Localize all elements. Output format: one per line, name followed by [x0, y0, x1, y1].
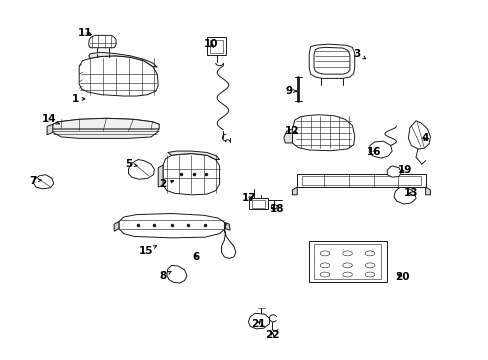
Polygon shape [283, 129, 292, 143]
Text: 8: 8 [159, 271, 171, 281]
Text: 18: 18 [269, 204, 284, 214]
Polygon shape [158, 165, 163, 187]
Polygon shape [386, 166, 401, 177]
Polygon shape [119, 213, 225, 238]
Polygon shape [34, 175, 54, 189]
Text: 15: 15 [139, 246, 156, 256]
Polygon shape [368, 141, 391, 158]
Text: 9: 9 [285, 86, 296, 96]
Text: 16: 16 [366, 148, 380, 157]
Bar [308, 241, 386, 282]
Bar [302, 176, 420, 185]
Polygon shape [248, 313, 269, 329]
Polygon shape [89, 52, 157, 67]
Polygon shape [224, 222, 230, 230]
Polygon shape [292, 115, 354, 151]
Polygon shape [308, 44, 354, 78]
Bar [209, 40, 223, 53]
Polygon shape [53, 118, 159, 138]
Text: 13: 13 [403, 188, 418, 198]
Bar [297, 174, 425, 187]
Polygon shape [407, 121, 429, 149]
Polygon shape [393, 187, 415, 204]
Text: 1: 1 [72, 94, 85, 104]
Polygon shape [53, 118, 159, 131]
Text: 17: 17 [242, 193, 256, 203]
Text: 3: 3 [353, 49, 365, 59]
Polygon shape [47, 124, 53, 135]
Text: 6: 6 [192, 252, 199, 262]
Text: 10: 10 [203, 39, 218, 49]
Bar [249, 198, 268, 209]
Polygon shape [425, 187, 429, 195]
Polygon shape [114, 222, 119, 231]
Polygon shape [292, 187, 297, 195]
Polygon shape [79, 56, 158, 96]
Bar [313, 244, 380, 279]
Polygon shape [166, 265, 186, 283]
Bar [207, 37, 226, 55]
Text: 22: 22 [264, 330, 279, 340]
Polygon shape [163, 154, 219, 195]
Text: 5: 5 [124, 159, 137, 169]
Text: 20: 20 [395, 272, 409, 282]
Text: 4: 4 [421, 133, 428, 143]
Bar [251, 200, 264, 207]
Polygon shape [128, 159, 154, 179]
Text: 7: 7 [29, 176, 41, 186]
Text: 2: 2 [159, 179, 173, 189]
Text: 14: 14 [41, 114, 59, 124]
Text: 21: 21 [250, 319, 264, 329]
Text: 12: 12 [285, 126, 299, 136]
Text: 19: 19 [397, 165, 411, 175]
Polygon shape [221, 223, 235, 258]
Text: 11: 11 [78, 27, 92, 37]
Polygon shape [167, 151, 219, 159]
Polygon shape [89, 35, 116, 48]
